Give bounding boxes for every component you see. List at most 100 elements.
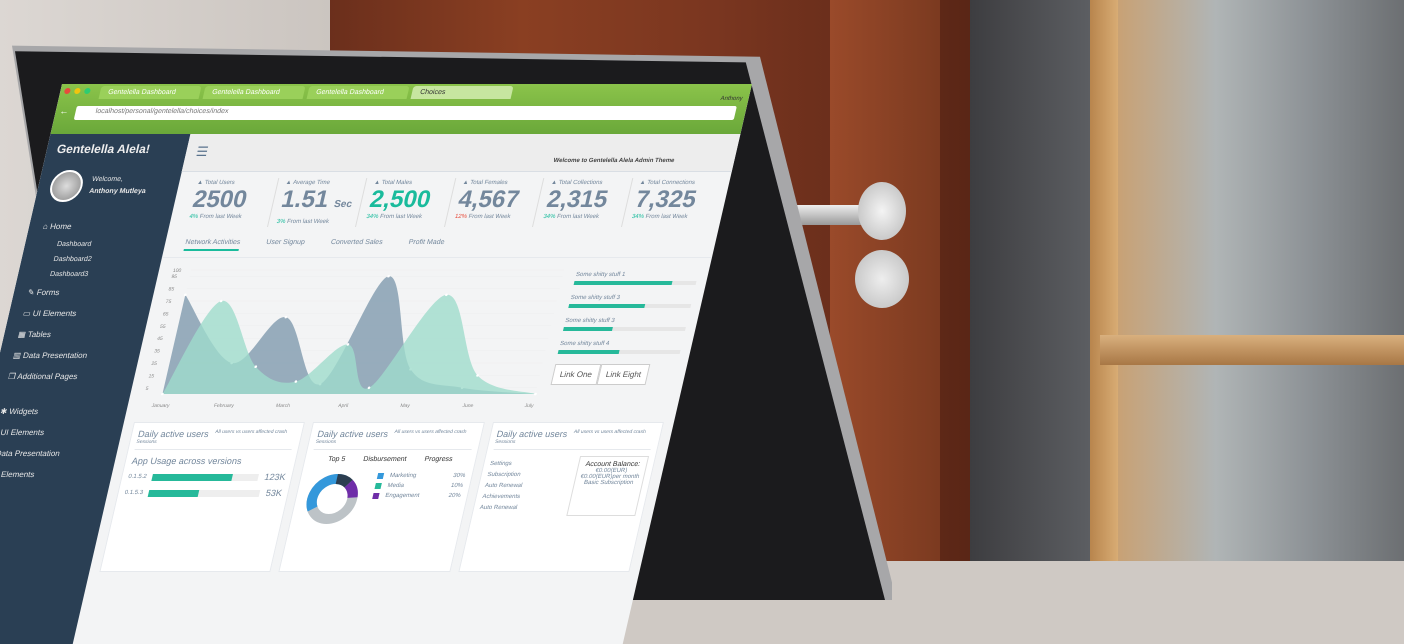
settings-link[interactable]: Subscription (486, 472, 522, 478)
progress-fill (562, 327, 613, 331)
progress-label: Some shitty stuff 1 (575, 272, 626, 278)
menu-toggle-icon[interactable]: ☰ (194, 144, 210, 159)
sidebar-item-additional-pages[interactable]: ❐ Additional Pages (7, 372, 79, 381)
sidebar-item-dashboard2[interactable]: Dashboard2 (52, 256, 93, 263)
data-point (284, 315, 288, 319)
browser-chrome: Gentelella Dashboard Gentelella Dashboar… (50, 84, 752, 134)
sidebar-item-home[interactable]: ⌂ Home (42, 222, 73, 231)
tile-change: 12% From last Week (454, 214, 512, 220)
legend-item: Media 10% (374, 483, 464, 489)
panel-sub: Sessions (314, 439, 337, 445)
window-controls[interactable] (63, 88, 92, 94)
tab-network-activities[interactable]: Network Activities (183, 239, 242, 251)
stat-tile: ▲ Total Connections 7,325 34% From last … (620, 178, 721, 227)
tile-value: 1.51 Sec (278, 186, 354, 213)
y-tick-label: 65 (162, 311, 169, 317)
tile-change: 34% From last Week (631, 214, 689, 220)
data-point (367, 386, 371, 390)
panel-sub: Sessions (494, 439, 516, 445)
panel-title: Daily active users (137, 429, 210, 439)
data-point (534, 392, 537, 396)
sidebar-item-data-presentation[interactable]: ▥ Data Presentation (12, 351, 89, 360)
browser-tab[interactable]: Gentelella Dashboard (306, 86, 410, 99)
progress-fill (573, 281, 673, 285)
tab-user-signup[interactable]: User Signup (265, 239, 306, 246)
y-tick-label: 55 (159, 324, 166, 330)
tile-change: 3% From last Week (275, 219, 330, 225)
area-series-1 (162, 276, 536, 394)
browser-tab[interactable]: Choices (410, 86, 514, 99)
donut-slice (306, 474, 359, 524)
data-point (346, 343, 350, 346)
top5-panel: Daily active users Sessions All users vs u… (278, 422, 485, 572)
settings-link[interactable]: Auto Renewal (479, 505, 518, 511)
x-tick-label: May (400, 403, 411, 409)
sidebar-item-data-presentation-2[interactable]: ▪ Data Presentation (0, 449, 61, 458)
data-point (387, 274, 390, 278)
shelf-plank (1100, 335, 1404, 365)
y-tick-label: 100 (172, 268, 182, 274)
settings-link[interactable]: Auto Renewal (484, 483, 523, 489)
sidebar-item-ui-elements-2[interactable]: ▪ UI Elements (0, 428, 46, 437)
sidebar-item-tables[interactable]: ▦ Tables (17, 330, 52, 339)
panel-subtitle: All users vs users affected crash (214, 429, 288, 435)
y-tick-label: 35 (154, 349, 161, 355)
welcome-text: Welcome to Gentelella Alela Admin Theme (552, 158, 675, 164)
legend-item: Marketing 30% (377, 473, 466, 479)
y-tick-label: 45 (156, 336, 163, 342)
sidebar-item-ui-elements[interactable]: ▭ UI Elements (21, 309, 78, 318)
data-point (219, 299, 223, 303)
data-point (254, 365, 258, 369)
app-usage-panel: Daily active users Sessions All users vs u… (99, 422, 306, 572)
tab-converted-sales[interactable]: Converted Sales (329, 239, 384, 246)
sidebar-item-ui-elements-3[interactable]: ▪ UI Elements (0, 470, 36, 479)
back-icon[interactable]: ← (58, 106, 70, 116)
y-tick-label: 75 (165, 299, 172, 305)
legend-item: Engagement 20% (372, 493, 461, 499)
stat-tile: ▲ Total Females 4,567 12% From last Week (443, 178, 544, 227)
col-top5: Top 5 (327, 456, 347, 463)
settings-link[interactable]: Settings (489, 461, 513, 467)
stat-tiles: ▲ Total Users 2500 4% From last Week ▲ Av… (168, 172, 732, 233)
link-button[interactable]: Link Eight (596, 364, 651, 385)
progress-fill (557, 350, 620, 354)
tab-profit-made[interactable]: Profit Made (407, 239, 446, 246)
x-tick-label: January (151, 403, 171, 409)
area-series-2 (162, 294, 536, 394)
tile-value: 2,315 (544, 186, 611, 213)
col-disbursement: Disbursement (362, 456, 408, 463)
tile-change: 34% From last Week (542, 214, 600, 220)
col-progress: Progress (423, 456, 454, 463)
tile-change: 34% From last Week (365, 214, 423, 220)
brand-logo[interactable]: Gentelella Alela! (55, 142, 152, 156)
x-tick-label: March (275, 403, 290, 409)
sidebar-item-dashboard3[interactable]: Dashboard3 (49, 271, 89, 278)
link-button[interactable]: Link One (550, 364, 602, 385)
x-tick-label: June (462, 403, 474, 409)
tile-value: 2,500 (367, 186, 434, 213)
settings-link[interactable]: Achievements (481, 494, 521, 500)
browser-tab[interactable]: Gentelella Dashboard (202, 86, 306, 99)
panel-subtitle: All users vs users affected crash (573, 429, 647, 435)
browser-user[interactable]: Anthony (719, 96, 744, 102)
address-bar[interactable]: localhost/personal/gentelella/choices/in… (73, 106, 737, 120)
progress-label: Some shitty stuff 3 (569, 295, 621, 301)
stat-tile: ▲ Total Users 2500 4% From last Week (179, 178, 278, 227)
progress-fill (568, 304, 645, 308)
progress-item: Some shitty stuff 3 (568, 295, 693, 308)
doorway (970, 0, 1090, 561)
door-lock (855, 250, 909, 308)
stat-tile: ▲ Average Time 1.51 Sec 3% From last Wee… (266, 178, 367, 227)
panel-title: Daily active users (316, 429, 390, 439)
browser-tab[interactable]: Gentelella Dashboard (98, 86, 202, 99)
donut-chart (306, 474, 359, 524)
user-name: Anthony Mutleya (88, 188, 147, 195)
sidebar-item-widgets[interactable]: ✱ Widgets (0, 407, 40, 416)
shelf-post (1090, 0, 1118, 561)
sidebar-item-dashboard[interactable]: Dashboard (56, 241, 93, 248)
tile-value: 2500 (190, 186, 250, 213)
x-tick-label: July (524, 403, 535, 409)
settings-panel: Daily active users Sessions All users vs u… (457, 422, 664, 572)
sidebar-item-forms[interactable]: ✎ Forms (26, 288, 61, 297)
